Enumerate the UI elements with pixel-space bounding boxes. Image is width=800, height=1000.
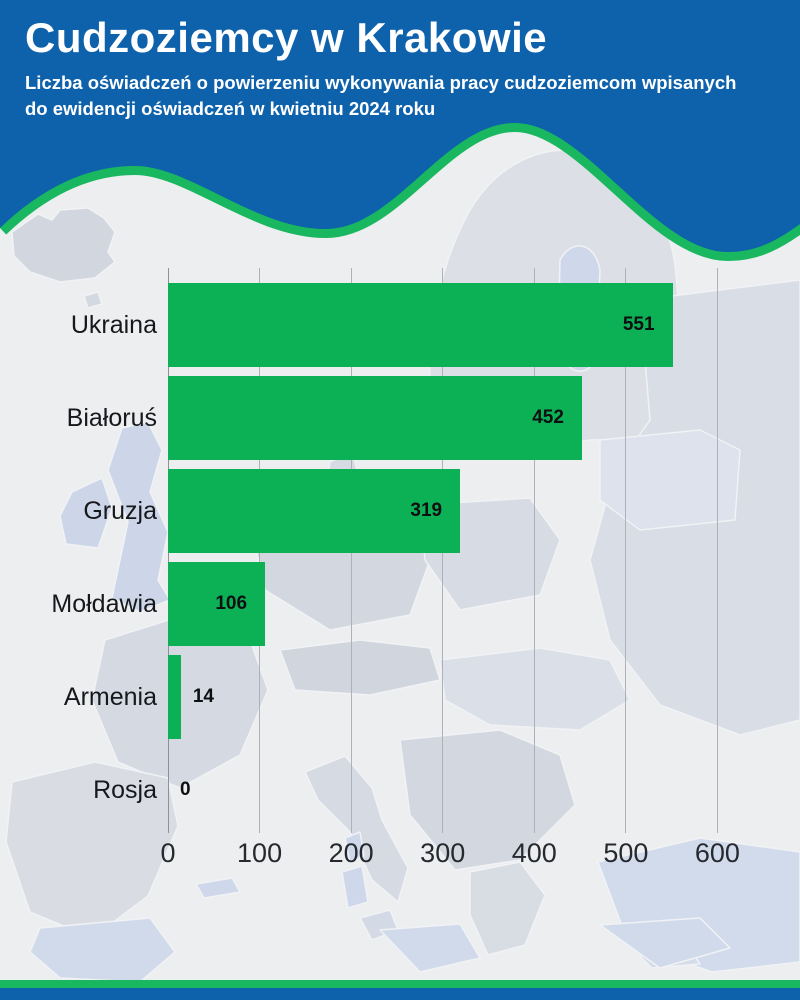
gridline — [716, 268, 718, 833]
category-label: Armenia — [63, 682, 157, 711]
bar: 319 — [168, 469, 461, 553]
bar-value-label: 551 — [622, 314, 655, 335]
map-region-faroe — [83, 291, 103, 309]
footer-bar — [0, 988, 800, 1000]
map-region-alps — [279, 639, 441, 696]
map-region-balkans — [399, 729, 576, 871]
bar: 551 — [168, 283, 673, 367]
map-region-italy — [304, 755, 409, 903]
map-region-iberia — [5, 761, 179, 939]
x-tick-label: 0 — [160, 838, 176, 868]
map-region-greece — [469, 861, 546, 956]
x-tick-label: 300 — [420, 838, 466, 868]
map-region-sardinia — [341, 865, 369, 909]
map-region-ireland — [59, 477, 113, 549]
bar-value-label: 0 — [180, 779, 191, 800]
bar-value-label: 319 — [410, 500, 443, 521]
category-label: Ukraina — [70, 310, 157, 339]
x-tick-label: 100 — [237, 838, 283, 868]
category-label: Gruzja — [83, 496, 157, 525]
x-tick-label: 200 — [328, 838, 374, 868]
bar: 106 — [168, 562, 266, 646]
bar — [168, 655, 181, 739]
category-label: Rosja — [93, 775, 157, 804]
bar-value-label: 452 — [532, 407, 564, 428]
x-tick-label: 600 — [694, 838, 740, 868]
footer — [0, 980, 800, 1000]
category-label: Mołdawia — [51, 589, 157, 618]
gridline — [533, 268, 535, 833]
map-region-corsica — [344, 831, 365, 863]
footer-accent-line — [0, 980, 800, 988]
bar-value-label: 106 — [215, 593, 248, 614]
map-region-hungary-romania — [439, 647, 631, 731]
map-region-africa-mid — [379, 923, 481, 973]
bar-value-label: 14 — [192, 686, 214, 707]
x-tick-label: 500 — [603, 838, 649, 868]
map-region-balearics — [195, 877, 241, 899]
x-tick-label: 400 — [511, 838, 557, 868]
category-label: Białoruś — [66, 403, 157, 432]
gridline — [625, 268, 627, 833]
bar: 452 — [168, 376, 582, 460]
map-region-baltics — [599, 429, 741, 531]
map-region-africa-east — [599, 917, 731, 969]
